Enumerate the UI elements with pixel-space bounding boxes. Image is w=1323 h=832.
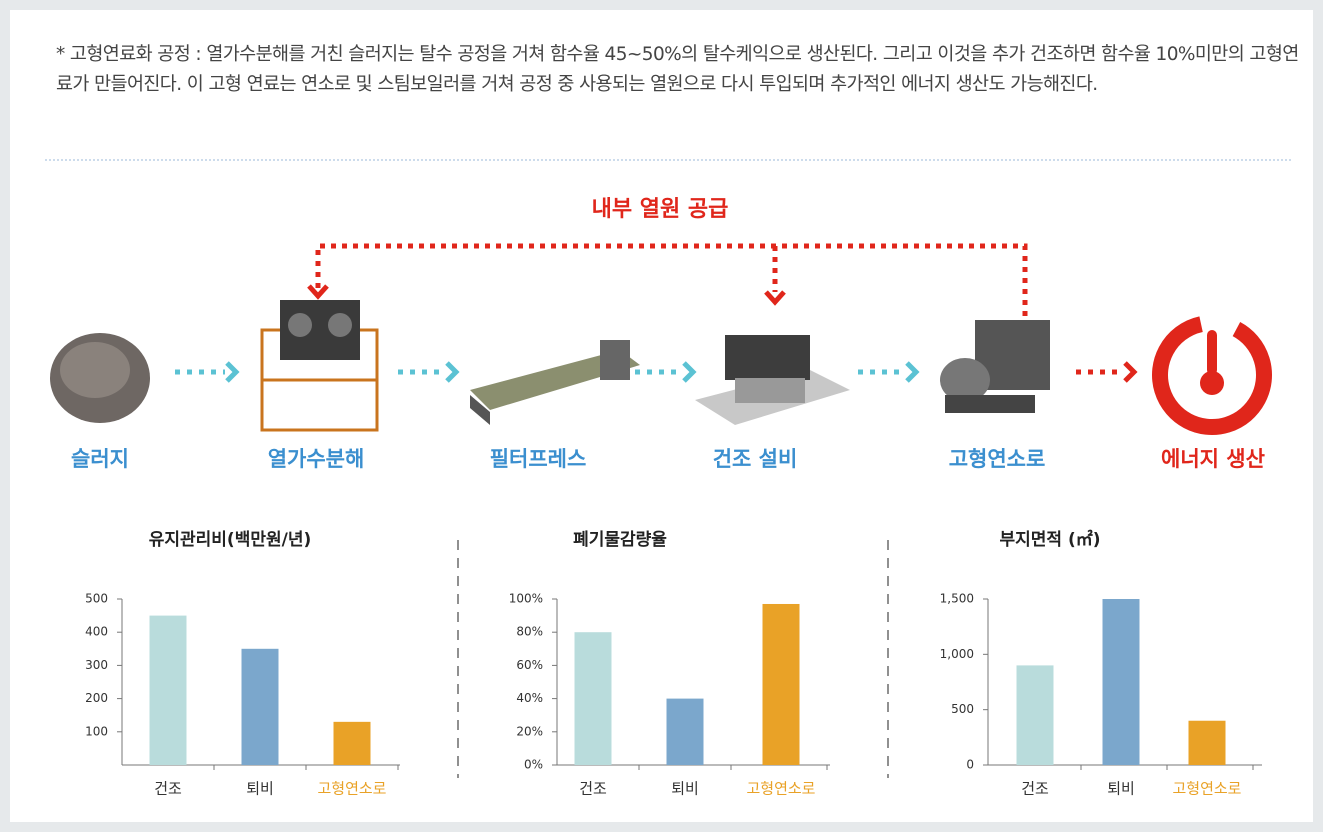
y-tick-label: 1,500 <box>940 592 974 606</box>
y-tick-label: 1,000 <box>940 647 974 661</box>
loop-arrowheads <box>309 286 784 302</box>
step-label: 슬러지 <box>71 447 129 471</box>
dryer-image <box>695 335 850 425</box>
chart-title: 유지관리비(백만원/년) <box>149 530 312 550</box>
y-tick-label: 500 <box>951 702 974 716</box>
bar <box>1189 721 1226 765</box>
bar <box>1017 665 1054 765</box>
y-tick-label: 300 <box>85 658 108 672</box>
y-tick-label: 400 <box>85 625 108 639</box>
x-tick-label: 퇴비 <box>246 780 274 798</box>
step-label: 건조 설비 <box>713 447 798 471</box>
x-tick-label: 건조 <box>579 780 607 798</box>
y-tick-label: 60% <box>516 658 543 672</box>
x-tick-label: 고형연소로 <box>317 780 386 798</box>
bar <box>763 604 800 765</box>
y-tick-label: 40% <box>516 691 543 705</box>
filter-press-image <box>470 340 640 425</box>
y-tick-label: 0% <box>524 758 543 772</box>
y-tick-label: 100 <box>85 724 108 738</box>
sludge-image <box>50 333 150 423</box>
bar <box>667 699 704 765</box>
bar <box>575 632 612 765</box>
bar <box>1103 599 1140 765</box>
heat-loop <box>318 246 1025 318</box>
x-tick-label: 퇴비 <box>1107 780 1135 798</box>
y-tick-label: 20% <box>516 724 543 738</box>
y-tick-label: 80% <box>516 625 543 639</box>
x-tick-label: 건조 <box>154 780 182 798</box>
bar <box>150 616 187 765</box>
loop-label: 내부 열원 공급 <box>592 197 729 222</box>
x-tick-label: 건조 <box>1021 780 1049 798</box>
page: * 고형연료화 공정 : 열가수분해를 거친 슬러지는 탈수 공정을 거쳐 함수… <box>0 0 1323 832</box>
x-tick-label: 고형연소로 <box>746 780 815 798</box>
y-tick-label: 100% <box>509 592 543 606</box>
chart-title: 폐기물감량율 <box>573 530 667 550</box>
chart-title: 부지면적 (㎡) <box>999 529 1100 550</box>
step-label: 고형연소로 <box>949 447 1046 471</box>
bar <box>334 722 371 765</box>
x-tick-label: 퇴비 <box>671 780 699 798</box>
step-label: 필터프레스 <box>490 447 587 471</box>
y-tick-label: 200 <box>85 691 108 705</box>
step-label: 에너지 생산 <box>1161 447 1265 471</box>
hydrolysis-image <box>262 300 377 430</box>
infographic: 내부 열원 공급 <box>0 0 1323 832</box>
x-tick-label: 고형연소로 <box>1172 780 1241 798</box>
furnace-image <box>940 320 1050 413</box>
y-tick-label: 0 <box>966 758 974 772</box>
step-label: 열가수분해 <box>268 447 365 471</box>
bar <box>242 649 279 765</box>
energy-icon <box>1142 305 1283 446</box>
y-tick-label: 500 <box>85 592 108 606</box>
